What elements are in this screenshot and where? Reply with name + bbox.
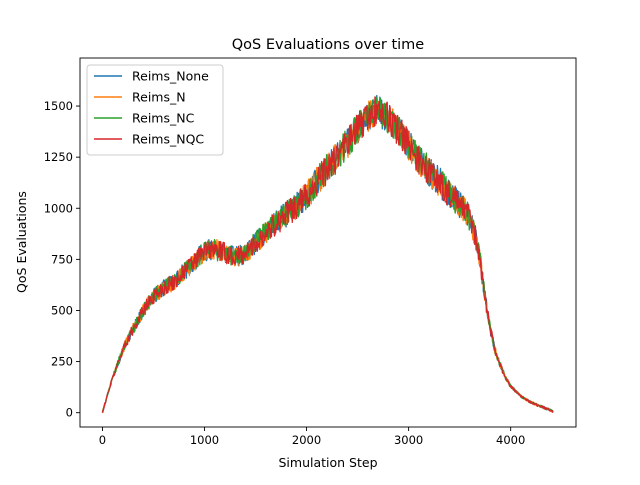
plot-frame: [79, 57, 577, 428]
y-tick-label: 500: [51, 303, 73, 317]
series-line-reims-nqc: [101, 96, 554, 414]
y-tick-label: 750: [51, 252, 73, 266]
legend-box: [86, 64, 224, 156]
legend-label: Reims_NQC: [132, 132, 204, 147]
series-layer: [101, 94, 554, 414]
x-tick-label: 1000: [190, 433, 219, 447]
x-tick-label: 0: [99, 433, 106, 447]
x-axis: 0 1000 2000 3000 4000: [99, 427, 525, 447]
y-axis: 0 250 500 750 1000 1250 1500: [44, 99, 80, 420]
y-tick-label: 250: [51, 355, 73, 369]
legend-label: Reims_N: [132, 90, 186, 105]
y-tick-label: 1500: [44, 99, 73, 113]
x-tick-label: 2000: [292, 433, 321, 447]
x-tick-label: 3000: [394, 433, 423, 447]
legend-label: Reims_None: [132, 69, 209, 84]
legend-label: Reims_NC: [132, 111, 195, 126]
y-tick-label: 0: [66, 406, 73, 420]
y-axis-label: QoS Evaluations: [14, 191, 29, 293]
legend: Reims_None Reims_N Reims_NC Reims_NQC: [86, 64, 224, 156]
x-axis-label: Simulation Step: [278, 455, 377, 470]
y-tick-label: 1250: [44, 150, 73, 164]
chart-title: QoS Evaluations over time: [232, 37, 425, 53]
y-tick-label: 1000: [44, 201, 73, 215]
x-tick-label: 4000: [496, 433, 525, 447]
